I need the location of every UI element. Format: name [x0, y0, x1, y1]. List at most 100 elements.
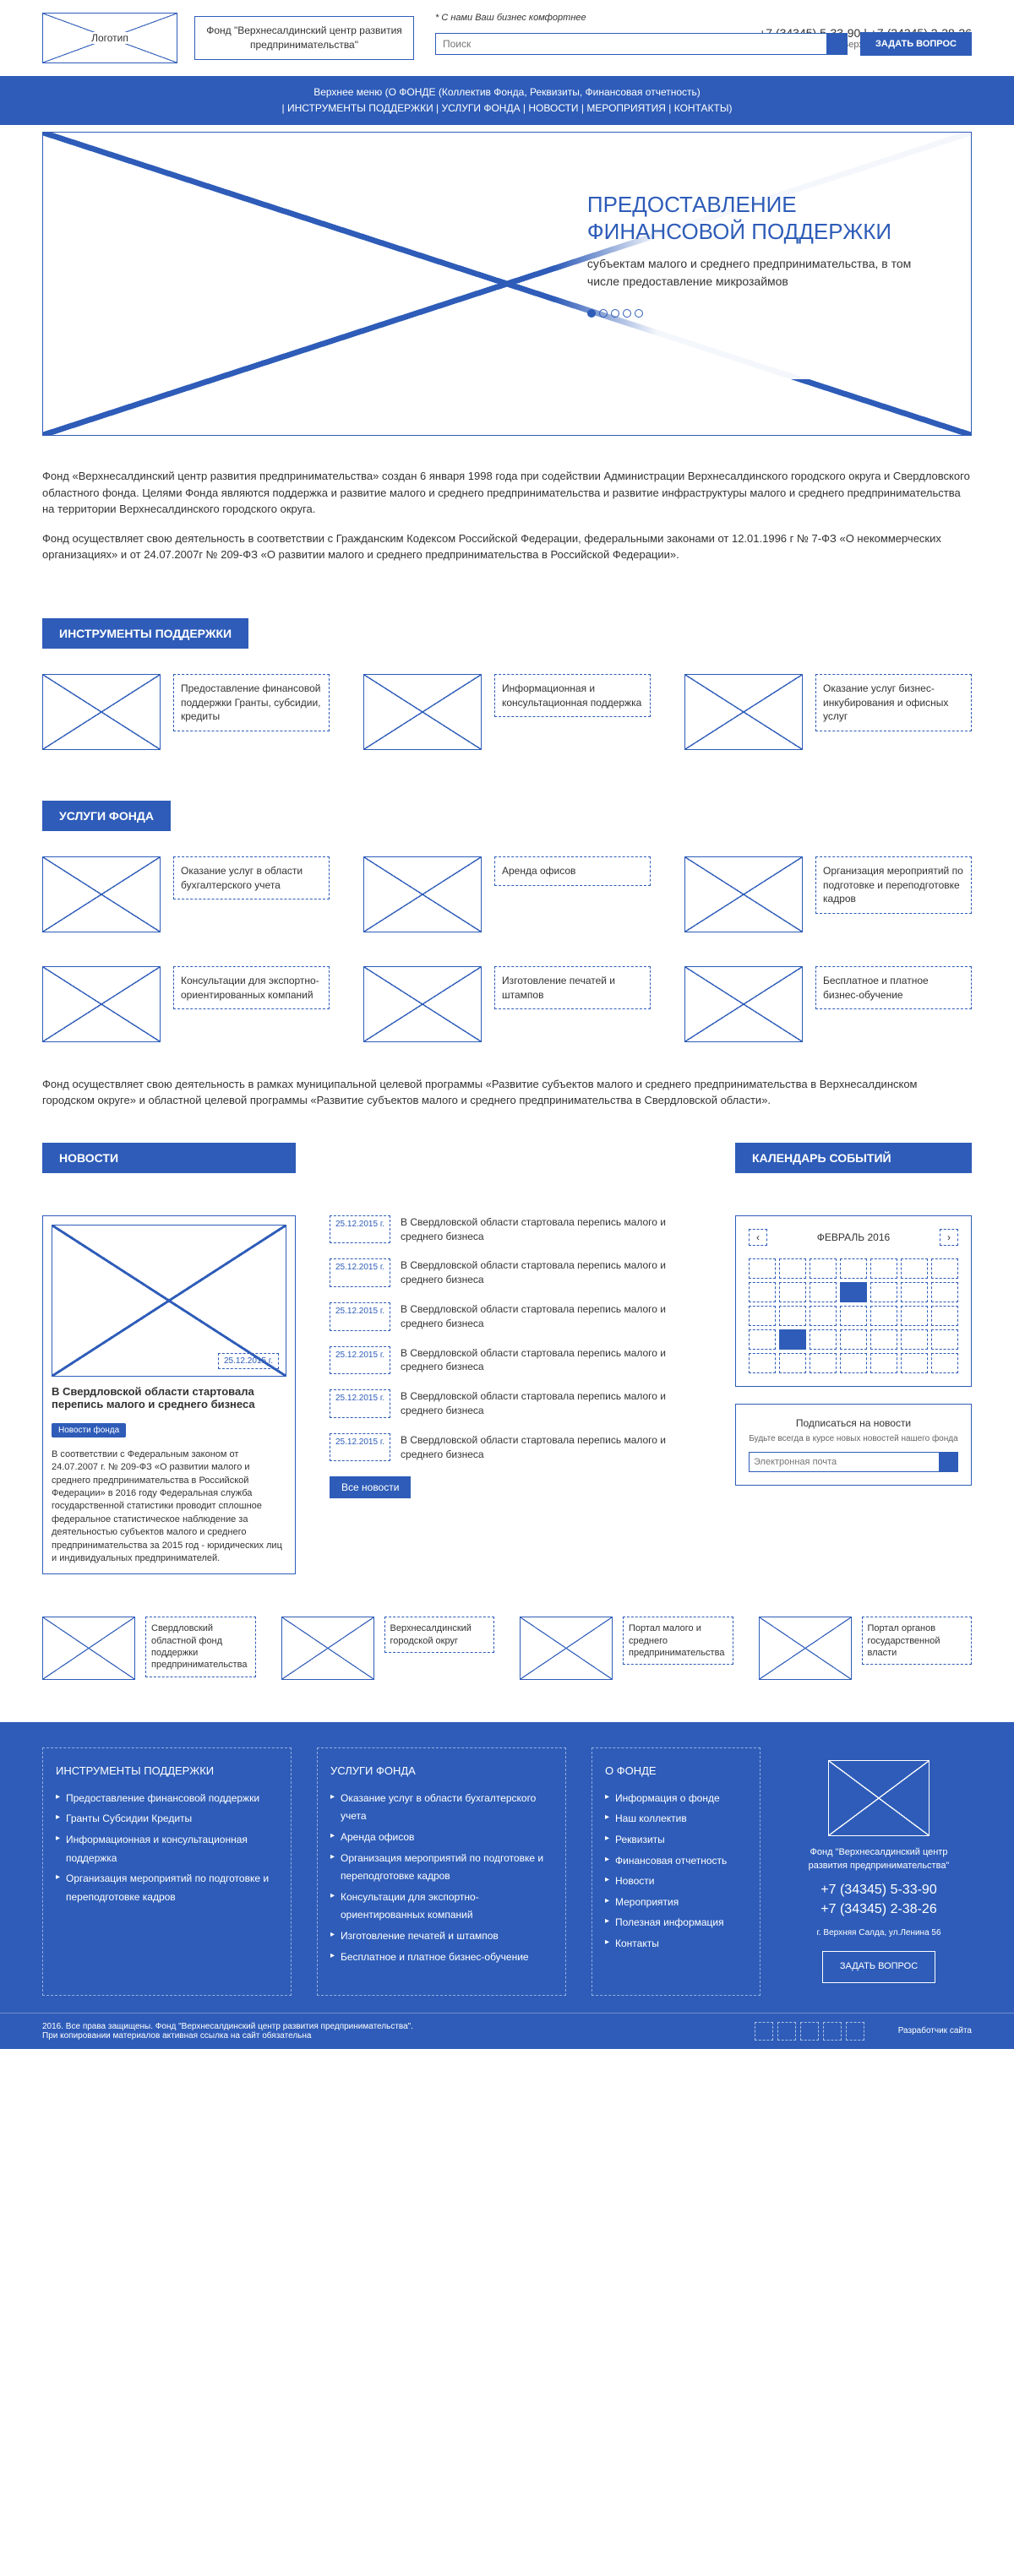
- calendar-cell[interactable]: [779, 1306, 806, 1326]
- search-button[interactable]: [827, 33, 848, 55]
- partner-item[interactable]: Портал малого и среднего предприниматель…: [520, 1617, 733, 1680]
- calendar-next[interactable]: ›: [940, 1229, 958, 1246]
- calendar-cell[interactable]: [749, 1353, 776, 1373]
- card[interactable]: Организация мероприятий по подготовке и …: [684, 856, 972, 932]
- social-icon[interactable]: [846, 2022, 864, 2041]
- footer-link[interactable]: Изготовление печатей и штампов: [330, 1927, 553, 1946]
- calendar-cell[interactable]: [810, 1258, 837, 1279]
- news-item[interactable]: 25.12.2015 г.В Свердловской области стар…: [330, 1346, 701, 1375]
- calendar-cell[interactable]: [870, 1258, 897, 1279]
- footer-link[interactable]: Организация мероприятий по подготовке и …: [330, 1850, 553, 1886]
- card[interactable]: Бесплатное и платное бизнес-обучение: [684, 966, 972, 1042]
- card[interactable]: Информационная и консультационная поддер…: [363, 674, 651, 750]
- footer-link[interactable]: Информационная и консультационная поддер…: [56, 1831, 278, 1867]
- hero-dot[interactable]: [635, 309, 643, 318]
- footer-link[interactable]: Гранты Субсидии Кредиты: [56, 1810, 278, 1829]
- hero-dot[interactable]: [611, 309, 619, 318]
- footer-link[interactable]: Оказание услуг в области бухгалтерского …: [330, 1790, 553, 1826]
- card[interactable]: Оказание услуг бизнес-инкубирования и оф…: [684, 674, 972, 750]
- hero-dot[interactable]: [599, 309, 608, 318]
- calendar-cell[interactable]: [931, 1258, 958, 1279]
- calendar-cell[interactable]: [749, 1306, 776, 1326]
- ask-question-button[interactable]: ЗАДАТЬ ВОПРОС: [860, 32, 972, 56]
- news-date: 25.12.2015 г.: [330, 1215, 390, 1244]
- calendar-cell[interactable]: [870, 1306, 897, 1326]
- calendar-cell[interactable]: [870, 1353, 897, 1373]
- calendar-cell[interactable]: [779, 1282, 806, 1302]
- footer-link[interactable]: Полезная информация: [605, 1914, 747, 1932]
- news-item[interactable]: 25.12.2015 г.В Свердловской области стар…: [330, 1258, 701, 1287]
- footer-link[interactable]: Бесплатное и платное бизнес-обучение: [330, 1948, 553, 1967]
- social-icon[interactable]: [777, 2022, 796, 2041]
- social-icon[interactable]: [755, 2022, 773, 2041]
- calendar-cell[interactable]: [810, 1282, 837, 1302]
- footer-link[interactable]: Организация мероприятий по подготовке и …: [56, 1870, 278, 1906]
- news-item[interactable]: 25.12.2015 г.В Свердловской области стар…: [330, 1302, 701, 1331]
- news-item[interactable]: 25.12.2015 г.В Свердловской области стар…: [330, 1215, 701, 1244]
- partner-item[interactable]: Портал органов государственной власти: [759, 1617, 973, 1680]
- search-input[interactable]: [435, 33, 827, 55]
- card[interactable]: Изготовление печатей и штампов: [363, 966, 651, 1042]
- developer-link[interactable]: Разработчик сайта: [898, 2026, 972, 2035]
- footer-link[interactable]: Наш коллектив: [605, 1810, 747, 1829]
- footer: ИНСТРУМЕНТЫ ПОДДЕРЖКИ Предоставление фин…: [0, 1722, 1014, 2012]
- news-featured[interactable]: 25.12.2015 г. В Свердловской области ста…: [42, 1215, 296, 1575]
- calendar-prev[interactable]: ‹: [749, 1229, 767, 1246]
- main-nav[interactable]: Верхнее меню (О ФОНДЕ (Коллектив Фонда, …: [0, 76, 1014, 125]
- social-icon[interactable]: [800, 2022, 819, 2041]
- footer-link[interactable]: Консультации для экспортно-ориентированн…: [330, 1889, 553, 1925]
- partner-item[interactable]: Свердловский областной фонд поддержки пр…: [42, 1617, 256, 1680]
- news-item[interactable]: 25.12.2015 г.В Свердловской области стар…: [330, 1389, 701, 1418]
- calendar-cell[interactable]: [840, 1353, 867, 1373]
- footer-link[interactable]: Мероприятия: [605, 1894, 747, 1912]
- calendar-cell[interactable]: [840, 1282, 867, 1302]
- calendar-cell[interactable]: [931, 1282, 958, 1302]
- calendar-cell[interactable]: [840, 1329, 867, 1350]
- calendar-cell[interactable]: [749, 1282, 776, 1302]
- hero-dot[interactable]: [623, 309, 631, 318]
- calendar-cell[interactable]: [931, 1329, 958, 1350]
- subscribe-button[interactable]: [940, 1452, 958, 1472]
- calendar-cell[interactable]: [779, 1353, 806, 1373]
- calendar-cell[interactable]: [840, 1306, 867, 1326]
- calendar-cell[interactable]: [749, 1329, 776, 1350]
- footer-link[interactable]: Финансовая отчетность: [605, 1852, 747, 1871]
- card[interactable]: Консультации для экспортно-ориентированн…: [42, 966, 330, 1042]
- calendar-cell[interactable]: [870, 1329, 897, 1350]
- logo-placeholder[interactable]: Логотип: [42, 13, 177, 63]
- calendar-cell[interactable]: [901, 1329, 928, 1350]
- news-item[interactable]: 25.12.2015 г.В Свердловской области стар…: [330, 1433, 701, 1462]
- hero-dot[interactable]: [587, 309, 596, 318]
- calendar-cell[interactable]: [810, 1306, 837, 1326]
- footer-link[interactable]: Новости: [605, 1872, 747, 1891]
- calendar-cell[interactable]: [810, 1329, 837, 1350]
- footer-link[interactable]: Контакты: [605, 1935, 747, 1954]
- calendar-cell[interactable]: [931, 1306, 958, 1326]
- hero-pagination[interactable]: [587, 307, 937, 320]
- footer-col1-list: Предоставление финансовой поддержки Грант…: [56, 1790, 278, 1907]
- footer-link[interactable]: Предоставление финансовой поддержки: [56, 1790, 278, 1808]
- calendar-cell[interactable]: [901, 1353, 928, 1373]
- card[interactable]: Оказание услуг в области бухгалтерского …: [42, 856, 330, 932]
- calendar-cell[interactable]: [901, 1282, 928, 1302]
- calendar-cell[interactable]: [840, 1258, 867, 1279]
- calendar-cell[interactable]: [749, 1258, 776, 1279]
- footer-link[interactable]: Реквизиты: [605, 1831, 747, 1850]
- footer-ask-button[interactable]: ЗАДАТЬ ВОПРОС: [822, 1951, 935, 1983]
- calendar-cell[interactable]: [779, 1258, 806, 1279]
- footer-link[interactable]: Информация о фонде: [605, 1790, 747, 1808]
- calendar-cell[interactable]: [931, 1353, 958, 1373]
- calendar-cell[interactable]: [779, 1329, 806, 1350]
- footer-link[interactable]: Аренда офисов: [330, 1829, 553, 1847]
- calendar-cell[interactable]: [901, 1258, 928, 1279]
- calendar-grid[interactable]: [749, 1258, 958, 1373]
- card[interactable]: Аренда офисов: [363, 856, 651, 932]
- calendar-cell[interactable]: [901, 1306, 928, 1326]
- social-icon[interactable]: [823, 2022, 842, 2041]
- card[interactable]: Предоставление финансовой поддержки Гран…: [42, 674, 330, 750]
- all-news-button[interactable]: Все новости: [330, 1476, 411, 1498]
- calendar-cell[interactable]: [810, 1353, 837, 1373]
- partner-item[interactable]: Верхнесалдинский городской округ: [281, 1617, 495, 1680]
- subscribe-input[interactable]: [749, 1452, 940, 1472]
- calendar-cell[interactable]: [870, 1282, 897, 1302]
